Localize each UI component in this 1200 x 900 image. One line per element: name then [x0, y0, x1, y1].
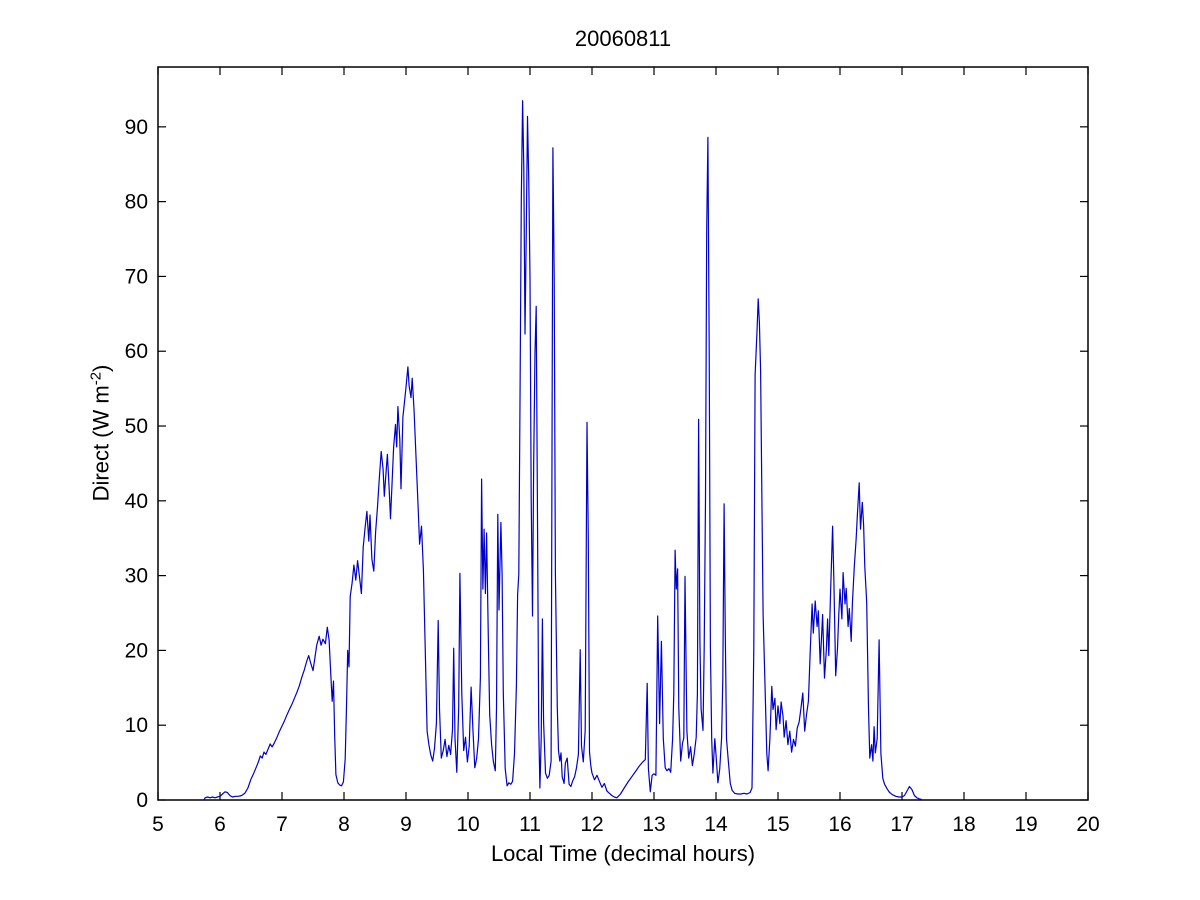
x-tick-label: 10 [456, 813, 479, 836]
x-tick-label: 9 [400, 813, 412, 836]
y-tick-label: 10 [125, 714, 148, 737]
x-tick-label: 5 [152, 813, 164, 836]
x-tick-label: 13 [642, 813, 665, 836]
chart-title: 20060811 [574, 26, 672, 51]
axes-box [157, 66, 1089, 801]
y-tick-label: 80 [125, 191, 148, 214]
y-axis-label-superscript: -2 [87, 371, 105, 386]
x-tick-label: 7 [276, 813, 288, 836]
y-tick-label: 60 [125, 340, 148, 363]
y-tick-label: 20 [125, 639, 148, 662]
y-axis-label-main: Direct (W m [88, 385, 114, 502]
x-tick-label: 18 [952, 813, 975, 836]
x-tick-label: 14 [704, 813, 728, 836]
x-tick-label: 8 [338, 813, 350, 836]
x-tick-label: 15 [766, 813, 789, 836]
x-tick-label: 6 [214, 813, 226, 836]
x-tick-label: 12 [580, 813, 603, 836]
x-tick-label: 19 [1014, 813, 1037, 836]
y-axis-label-close: ) [88, 364, 114, 372]
y-tick-label: 50 [125, 415, 148, 438]
y-tick-label: 0 [136, 789, 148, 812]
x-tick-label: 17 [890, 813, 913, 836]
y-tick-label: 90 [125, 116, 148, 139]
x-tick-label: 16 [828, 813, 851, 836]
y-tick-label: 40 [125, 490, 148, 513]
x-axis-label: Local Time (decimal hours) [490, 841, 756, 866]
y-tick-label: 30 [125, 565, 148, 588]
y-axis-label: Direct (W m-2) [87, 365, 114, 502]
data-series-line [203, 100, 922, 801]
x-tick-label: 20 [1076, 813, 1099, 836]
y-tick-label: 70 [125, 265, 148, 288]
x-tick-label: 11 [519, 813, 541, 836]
